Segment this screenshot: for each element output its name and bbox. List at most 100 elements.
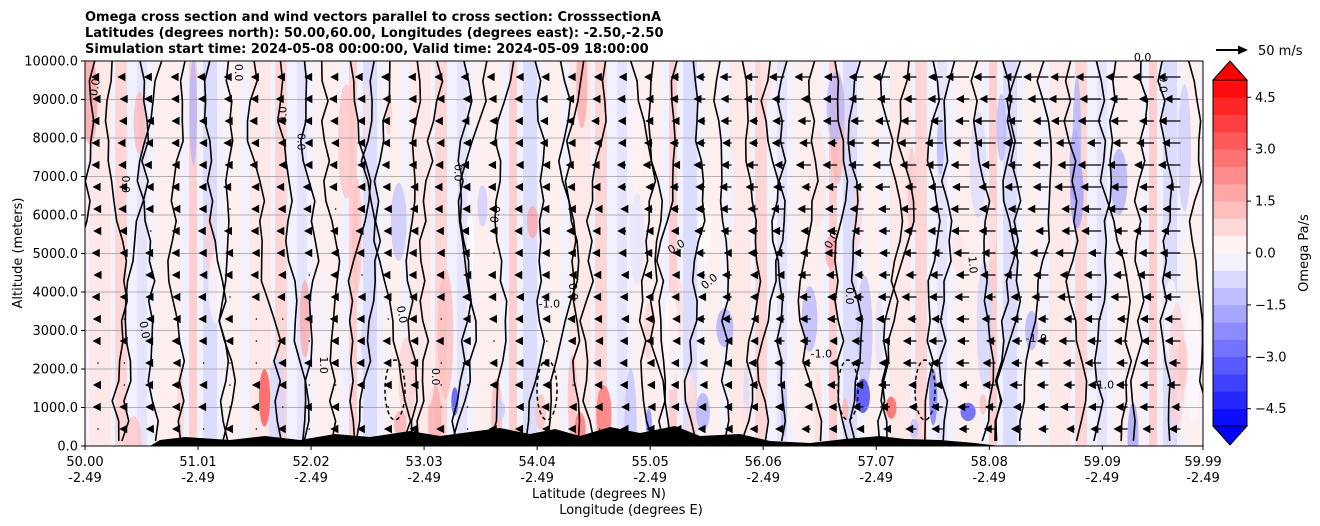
y-tick-label: 2000.0: [33, 363, 79, 378]
wind-vector: [229, 362, 231, 364]
wind-vector: [357, 160, 366, 170]
wind-vector: [1115, 402, 1128, 412]
wind-vector: [931, 248, 943, 258]
wind-vector: [1161, 226, 1181, 236]
wind-vector: [984, 292, 996, 302]
wind-vector: [900, 204, 917, 214]
colorbar-swatch: [1213, 97, 1247, 115]
wind-vector: [488, 314, 497, 324]
wind-vector: [750, 336, 759, 346]
y-tick-label: 4000.0: [33, 286, 79, 301]
wind-vector: [514, 138, 523, 148]
wind-vector: [800, 226, 811, 236]
omega-feature: [576, 61, 588, 129]
wind-vector: [436, 292, 445, 302]
wind-vector: [955, 270, 970, 280]
wind-vector: [1004, 182, 1022, 192]
wind-vector: [462, 314, 471, 324]
wind-vector: [902, 248, 917, 258]
wind-vector: [981, 314, 996, 324]
wind-vector: [671, 270, 680, 280]
wind-vector: [598, 428, 601, 430]
omega-feature: [996, 93, 1007, 162]
wind-vector: [487, 270, 496, 280]
wind-vector: [1058, 336, 1075, 346]
quiver-key-arrowhead: [1238, 45, 1248, 55]
wind-vector: [1027, 94, 1049, 104]
wind-vector: [541, 270, 550, 280]
wind-vector: [1009, 380, 1022, 390]
wind-vector: [515, 402, 524, 412]
wind-vector: [928, 72, 943, 82]
wind-vector: [172, 424, 181, 434]
wind-vector: [251, 380, 260, 390]
wind-vector: [1162, 270, 1181, 280]
wind-vector: [981, 160, 996, 170]
wind-vector: [849, 204, 864, 214]
omega-feature: [936, 120, 944, 175]
wind-vector: [876, 94, 890, 104]
omega-feature: [976, 260, 993, 390]
omega-feature: [341, 355, 353, 387]
wind-vector: [828, 402, 838, 412]
wind-vector: [568, 270, 577, 280]
omega-feature: [318, 272, 328, 371]
wind-vector: [799, 314, 811, 324]
x-tick-label-lon: -2.49: [972, 471, 1006, 486]
wind-vector: [902, 72, 917, 82]
wind-vector: [1116, 314, 1128, 324]
wind-vector: [870, 138, 890, 148]
wind-vector: [330, 116, 339, 126]
wind-vector: [826, 380, 838, 390]
wind-vector: [693, 94, 706, 104]
wind-vector: [1139, 380, 1154, 390]
wind-vector: [304, 314, 313, 324]
contour-label: -1.0: [1093, 378, 1114, 391]
wind-vector: [357, 116, 366, 126]
wind-vector: [567, 138, 576, 148]
plot-area: [85, 61, 1203, 446]
wind-vector: [308, 428, 311, 430]
wind-vector: [645, 94, 654, 104]
wind-vector: [255, 340, 258, 342]
wind-vector: [899, 160, 917, 170]
wind-vector: [1086, 138, 1102, 148]
wind-vector: [541, 248, 550, 258]
wind-vector: [777, 380, 786, 390]
wind-vector: [434, 72, 443, 82]
wind-vector: [250, 226, 259, 236]
wind-vector: [97, 428, 99, 430]
wind-vector: [643, 270, 653, 280]
omega-cell: [929, 368, 938, 426]
wind-vector: [435, 160, 444, 170]
wind-vector: [593, 138, 602, 148]
wind-vector: [462, 182, 471, 192]
wind-vector: [329, 182, 338, 192]
y-tick-label: 1000.0: [33, 401, 79, 416]
wind-vector: [1134, 160, 1154, 170]
contour-label: -1.0: [811, 347, 832, 360]
wind-vector: [957, 402, 970, 412]
wind-vector: [334, 384, 337, 386]
x-tick-label-lat: 59.09: [1084, 455, 1121, 470]
wind-vector: [434, 182, 443, 192]
omega-feature: [686, 378, 699, 446]
wind-vector: [747, 248, 758, 258]
wind-vector: [645, 314, 654, 324]
wind-vector: [1113, 226, 1128, 236]
wind-vector: [223, 94, 232, 104]
wind-vector: [436, 248, 445, 258]
omega-feature: [477, 185, 488, 227]
contour-line-negative: [837, 359, 859, 421]
wind-vector: [1027, 204, 1049, 214]
omega-feature: [437, 268, 454, 399]
contour-label: 0.0: [87, 78, 103, 97]
wind-vector: [436, 94, 445, 104]
x-axis: 50.00-2.4951.01-2.4952.02-2.4953.03-2.49…: [66, 446, 1222, 486]
contour-line: [85, 61, 96, 230]
wind-vector: [901, 292, 917, 302]
wind-vector: [1007, 116, 1022, 126]
wind-vector: [877, 292, 890, 302]
contour-line: [629, 61, 657, 442]
wind-vector: [171, 336, 180, 346]
